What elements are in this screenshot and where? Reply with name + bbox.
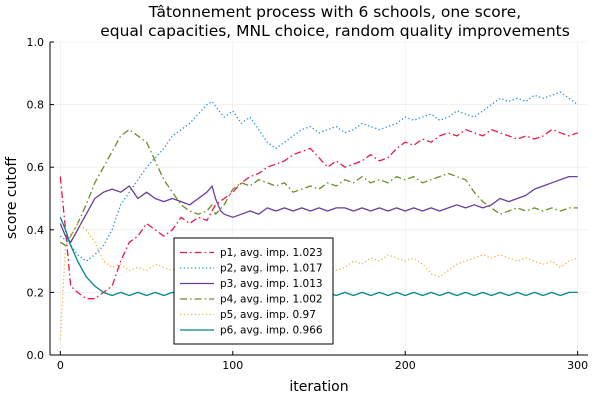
x-ticks: 0 100 200 300 [57,351,588,372]
y-tick-label: 0.2 [27,286,45,299]
y-axis-label: score cutoff [4,156,20,239]
x-tick-label: 200 [395,359,416,372]
x-axis-label: iteration [289,379,348,395]
legend-label-p4: p4, avg. imp. 1.002 [220,294,323,306]
x-tick-label: 300 [567,359,588,372]
legend-box [173,237,334,345]
y-tick-label: 1.0 [27,36,45,49]
axes [49,42,588,356]
legend: p1, avg. imp. 1.023 p2, avg. imp. 1.017 p3… [173,237,334,345]
legend-label-p1: p1, avg. imp. 1.023 [220,247,323,259]
legend-label-p3: p3, avg. imp. 1.013 [220,278,323,290]
y-tick-label: 0.8 [27,99,45,112]
series-line-p1 [59,128,578,300]
legend-label-p6: p6, avg. imp. 0.966 [220,325,323,337]
legend-label-p5: p5, avg. imp. 0.97 [220,309,316,321]
x-tick-label: 0 [57,359,64,372]
chart-title: Tâtonnement process with 6 schools, one … [148,3,521,21]
legend-label-p2: p2, avg. imp. 1.017 [220,263,323,275]
chart-subtitle: equal capacities, MNL choice, random qua… [100,22,570,40]
series-line-p3 [59,175,578,243]
y-ticks: 0.0 0.2 0.4 0.6 0.8 1.0 [27,36,54,362]
y-tick-label: 0.4 [27,224,45,237]
series-line-p2 [59,91,579,262]
y-tick-label: 0.0 [27,349,45,362]
x-tick-label: 100 [222,359,243,372]
y-tick-label: 0.6 [27,161,45,174]
series-line-p4 [59,128,578,247]
